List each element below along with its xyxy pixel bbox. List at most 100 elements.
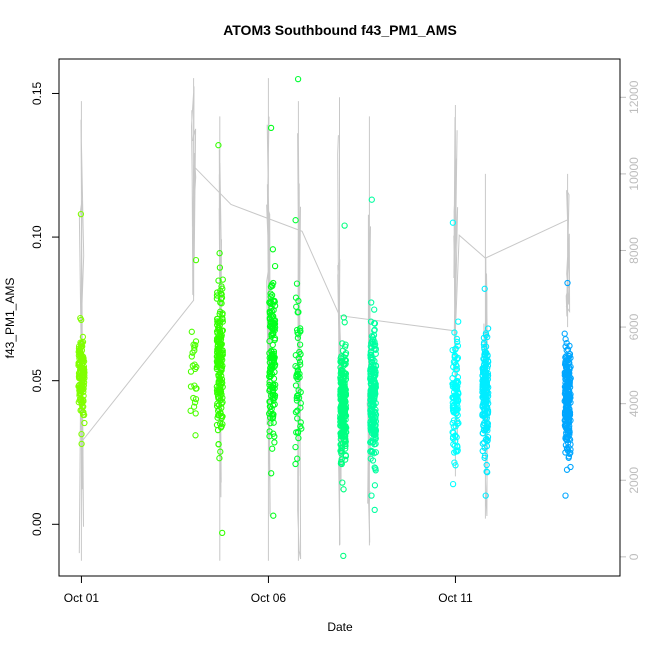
data-point — [218, 404, 225, 412]
data-point — [217, 448, 224, 455]
x-tick-label: Oct 11 — [438, 591, 473, 605]
data-point — [371, 320, 379, 327]
data-point — [215, 412, 222, 419]
data-point — [368, 419, 375, 427]
data-point — [340, 486, 347, 493]
data-point — [270, 306, 277, 314]
data-point — [453, 335, 461, 343]
data-point — [480, 405, 487, 412]
data-point — [294, 455, 301, 462]
data-point — [562, 372, 570, 379]
data-point — [187, 407, 194, 414]
data-point — [367, 354, 374, 362]
data-point — [484, 436, 491, 444]
y-tick-label: 0.15 — [30, 81, 44, 105]
data-point — [371, 506, 378, 514]
data-point — [215, 384, 222, 392]
data-point — [371, 306, 378, 313]
data-point — [217, 424, 225, 431]
data-point — [342, 452, 349, 459]
data-point — [567, 375, 574, 382]
data-point — [341, 408, 348, 415]
data-point — [454, 448, 461, 455]
data-point — [481, 398, 488, 406]
data-point — [78, 316, 85, 324]
data-point — [79, 409, 86, 416]
data-point — [338, 359, 345, 366]
data-point — [267, 322, 274, 330]
y2-tick-label: 8000 — [627, 237, 641, 264]
data-point — [449, 219, 457, 226]
data-point — [368, 362, 375, 369]
secondary-burst — [565, 173, 571, 328]
data-point — [563, 339, 570, 347]
data-point — [219, 413, 226, 420]
data-point — [367, 439, 374, 446]
data-point — [216, 345, 223, 352]
data-point — [188, 353, 195, 360]
data-point — [369, 401, 376, 408]
data-point — [367, 380, 374, 387]
data-point — [484, 469, 491, 476]
data-point — [191, 347, 198, 354]
y2-tick-label: 0 — [627, 553, 641, 560]
data-point — [455, 420, 462, 427]
data-point — [78, 400, 85, 407]
data-point — [451, 392, 458, 399]
y2-tick-label: 4000 — [627, 390, 641, 417]
data-point — [455, 318, 462, 325]
data-point — [367, 370, 374, 378]
data-point — [215, 361, 222, 369]
data-point — [268, 281, 275, 288]
data-point — [367, 455, 374, 462]
data-point — [562, 379, 569, 387]
data-point — [77, 210, 85, 218]
data-point — [483, 442, 491, 450]
data-point — [561, 408, 569, 415]
data-point — [78, 440, 85, 448]
data-point — [562, 441, 570, 449]
data-point — [267, 298, 274, 305]
data-point — [219, 285, 226, 292]
data-point — [297, 419, 304, 426]
data-point — [219, 316, 226, 323]
data-point — [214, 352, 221, 359]
data-point — [297, 351, 304, 358]
data-point — [368, 196, 375, 203]
y-tick-label: 0.00 — [30, 512, 44, 536]
data-point — [79, 357, 87, 365]
data-point — [565, 396, 572, 404]
data-point — [267, 319, 274, 326]
data-point — [292, 460, 299, 468]
data-point — [563, 347, 570, 354]
data-point — [371, 327, 378, 334]
data-point — [483, 461, 490, 469]
data-point — [297, 388, 304, 396]
data-point — [267, 290, 274, 297]
data-point — [215, 142, 222, 149]
data-point — [192, 432, 199, 439]
data-point — [187, 368, 195, 375]
data-point — [341, 222, 348, 229]
data-point — [450, 441, 457, 448]
data-point — [80, 382, 88, 389]
data-point — [76, 349, 83, 356]
data-point — [482, 343, 490, 350]
data-point — [267, 420, 274, 427]
data-point — [267, 124, 275, 132]
data-point — [217, 295, 225, 303]
data-point — [297, 423, 304, 430]
data-point — [219, 310, 226, 317]
data-point — [563, 466, 571, 473]
data-point — [454, 396, 461, 403]
data-point — [481, 285, 488, 292]
data-point — [566, 408, 573, 415]
data-point — [338, 430, 345, 437]
data-point — [449, 346, 456, 354]
plot-frame — [58, 58, 621, 577]
data-point — [79, 380, 86, 387]
data-point — [372, 449, 380, 456]
data-point — [450, 423, 457, 430]
data-point — [189, 362, 196, 369]
